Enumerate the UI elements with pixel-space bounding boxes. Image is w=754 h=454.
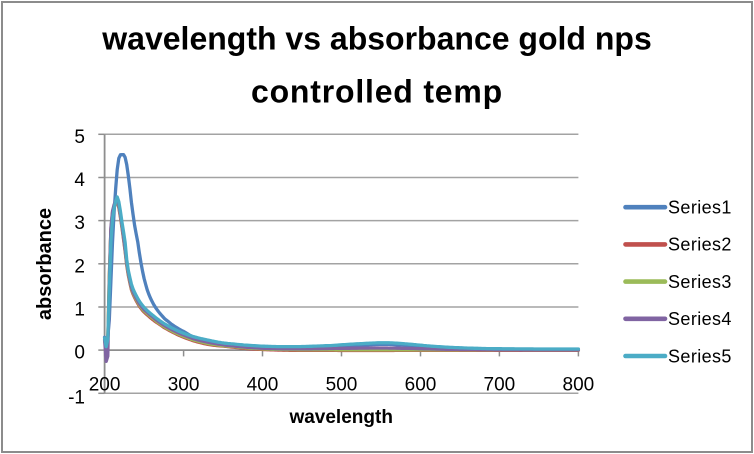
svg-text:200: 200	[89, 375, 121, 396]
svg-text:Series4: Series4	[668, 309, 732, 329]
svg-text:Series5: Series5	[668, 346, 732, 366]
svg-text:5: 5	[74, 127, 85, 148]
svg-text:800: 800	[563, 375, 595, 396]
svg-text:4: 4	[74, 170, 85, 191]
svg-text:600: 600	[405, 375, 437, 396]
svg-text:controlled temp: controlled temp	[251, 73, 503, 109]
svg-text:0: 0	[74, 343, 85, 364]
svg-text:Series3: Series3	[668, 272, 732, 292]
svg-text:700: 700	[484, 375, 516, 396]
svg-text:1: 1	[74, 300, 85, 321]
svg-text:300: 300	[168, 375, 200, 396]
svg-text:2: 2	[74, 256, 85, 277]
svg-text:500: 500	[326, 375, 358, 396]
svg-text:-1: -1	[68, 387, 85, 408]
svg-text:absorbance: absorbance	[34, 208, 56, 320]
svg-text:wavelength vs absorbance gold: wavelength vs absorbance gold nps	[101, 21, 651, 57]
svg-text:400: 400	[247, 375, 279, 396]
svg-text:wavelength: wavelength	[288, 407, 392, 428]
svg-text:Series2: Series2	[668, 235, 732, 255]
svg-text:Series1: Series1	[668, 198, 732, 218]
svg-text:3: 3	[74, 213, 85, 234]
